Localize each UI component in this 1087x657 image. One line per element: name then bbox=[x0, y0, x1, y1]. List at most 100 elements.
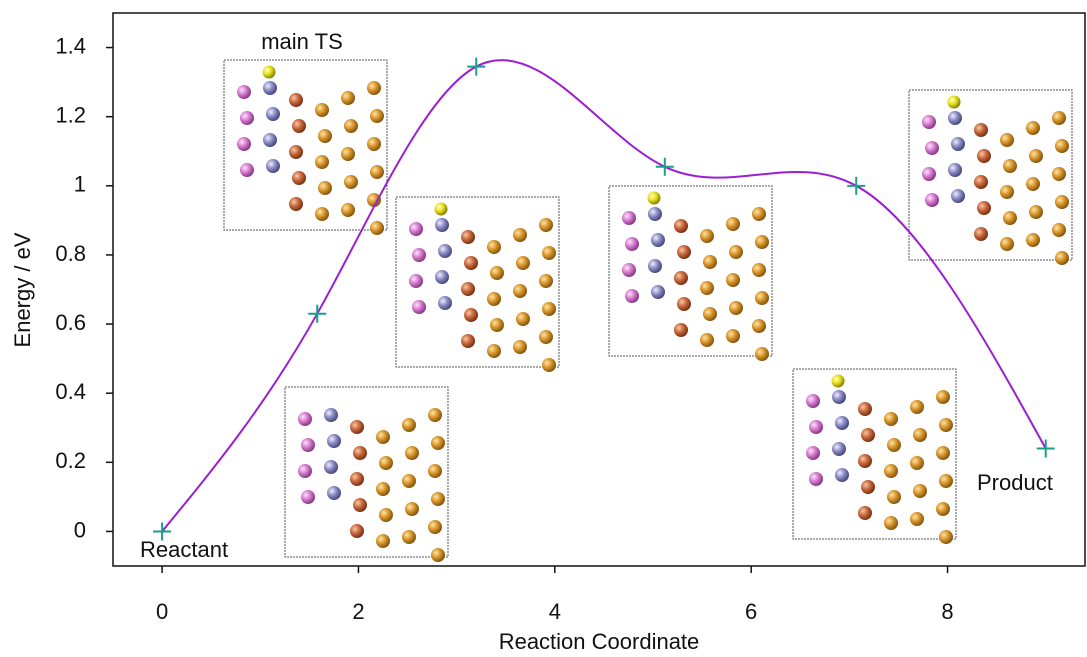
atom bbox=[292, 119, 306, 133]
atom bbox=[324, 408, 338, 422]
atom bbox=[350, 524, 364, 538]
atom bbox=[431, 548, 445, 562]
atom bbox=[922, 115, 936, 129]
atom bbox=[1026, 233, 1040, 247]
atom bbox=[832, 390, 846, 404]
atom bbox=[936, 446, 950, 460]
atom bbox=[913, 484, 927, 498]
atom bbox=[625, 289, 639, 303]
atom bbox=[315, 155, 329, 169]
atom bbox=[237, 137, 251, 151]
atom bbox=[700, 281, 714, 295]
structure-inset bbox=[224, 60, 387, 235]
atom bbox=[318, 129, 332, 143]
atom bbox=[431, 436, 445, 450]
y-tick-label: 0 bbox=[74, 517, 86, 542]
atom bbox=[752, 207, 766, 221]
atom bbox=[341, 203, 355, 217]
atom bbox=[809, 420, 823, 434]
atom bbox=[289, 145, 303, 159]
atom bbox=[648, 207, 662, 221]
atom bbox=[240, 111, 254, 125]
atom bbox=[677, 297, 691, 311]
annotation: main TS bbox=[261, 29, 343, 54]
structure-inset bbox=[285, 387, 448, 562]
atom bbox=[405, 502, 419, 516]
atom bbox=[925, 141, 939, 155]
y-tick-label: 1.4 bbox=[55, 33, 86, 58]
structure-insets bbox=[224, 60, 1072, 562]
atom bbox=[370, 221, 384, 235]
atom bbox=[977, 201, 991, 215]
atom bbox=[939, 530, 953, 544]
atom bbox=[622, 211, 636, 225]
atom bbox=[435, 218, 449, 232]
atom bbox=[729, 245, 743, 259]
atom bbox=[350, 420, 364, 434]
atom bbox=[370, 165, 384, 179]
atom bbox=[376, 482, 390, 496]
atom bbox=[977, 149, 991, 163]
x-tick-label: 2 bbox=[352, 599, 364, 624]
atom bbox=[1003, 211, 1017, 225]
atom bbox=[318, 181, 332, 195]
atom bbox=[461, 282, 475, 296]
x-axis-title: Reaction Coordinate bbox=[499, 629, 700, 654]
atom bbox=[539, 218, 553, 232]
atom bbox=[1026, 177, 1040, 191]
atom bbox=[487, 292, 501, 306]
atom bbox=[884, 412, 898, 426]
atom bbox=[1000, 237, 1014, 251]
atom bbox=[951, 189, 965, 203]
atom bbox=[341, 91, 355, 105]
atom bbox=[1003, 159, 1017, 173]
image-marker bbox=[656, 158, 674, 176]
atom bbox=[542, 302, 556, 316]
atom bbox=[887, 490, 901, 504]
atom bbox=[542, 246, 556, 260]
image-marker bbox=[847, 177, 865, 195]
atom bbox=[936, 502, 950, 516]
atom bbox=[402, 530, 416, 544]
atom bbox=[350, 472, 364, 486]
atom bbox=[240, 163, 254, 177]
annotation: Product bbox=[977, 470, 1053, 495]
image-marker bbox=[308, 305, 326, 323]
atom bbox=[315, 207, 329, 221]
y-tick-label: 0.2 bbox=[55, 448, 86, 473]
atom bbox=[674, 219, 688, 233]
atom bbox=[513, 284, 527, 298]
atom bbox=[1029, 205, 1043, 219]
atom bbox=[1052, 223, 1066, 237]
atom bbox=[438, 296, 452, 310]
y-tick-label: 0.6 bbox=[55, 310, 86, 335]
atom bbox=[861, 428, 875, 442]
atom bbox=[884, 516, 898, 530]
atom bbox=[910, 512, 924, 526]
atom bbox=[858, 454, 872, 468]
atom bbox=[651, 233, 665, 247]
atom bbox=[726, 217, 740, 231]
atom bbox=[752, 263, 766, 277]
atom bbox=[344, 175, 358, 189]
atom bbox=[341, 147, 355, 161]
atom bbox=[674, 271, 688, 285]
atom bbox=[412, 248, 426, 262]
atom bbox=[263, 133, 277, 147]
atom bbox=[939, 474, 953, 488]
atom bbox=[487, 344, 501, 358]
atom bbox=[370, 109, 384, 123]
x-tick-label: 8 bbox=[941, 599, 953, 624]
atom bbox=[1052, 167, 1066, 181]
atom bbox=[266, 107, 280, 121]
atom bbox=[858, 402, 872, 416]
atom bbox=[622, 263, 636, 277]
atom bbox=[910, 400, 924, 414]
atom bbox=[700, 229, 714, 243]
atom bbox=[428, 520, 442, 534]
atom bbox=[677, 245, 691, 259]
atom bbox=[974, 175, 988, 189]
atom bbox=[951, 137, 965, 151]
atom bbox=[513, 228, 527, 242]
atom bbox=[835, 416, 849, 430]
